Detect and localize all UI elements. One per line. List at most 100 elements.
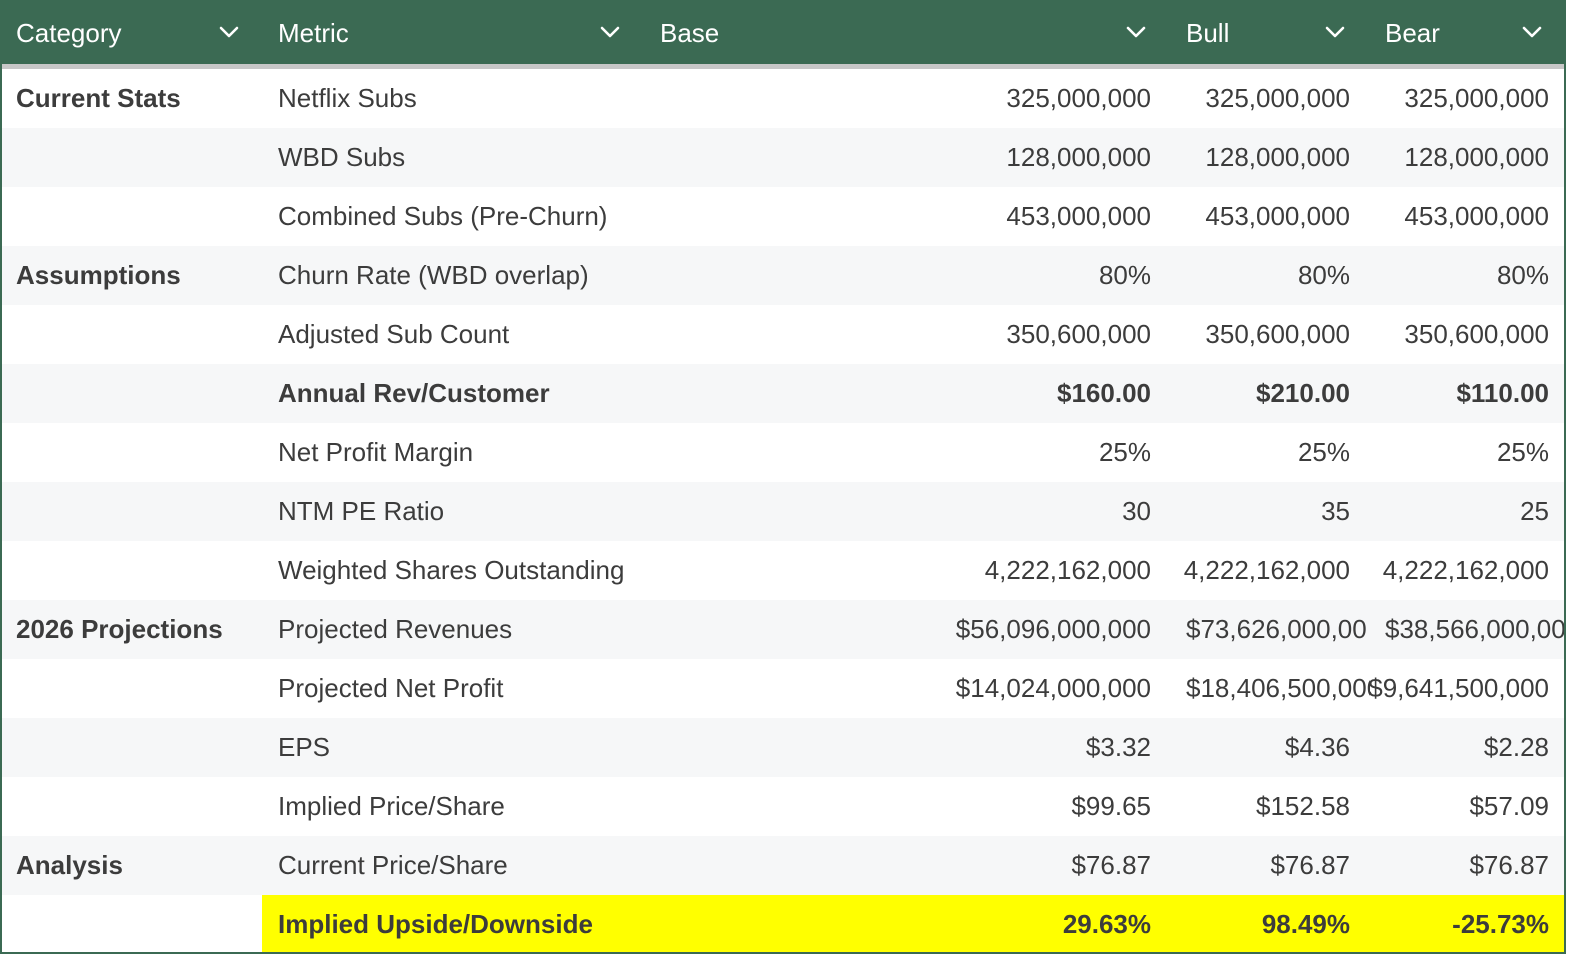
bear-cell: $76.87 — [1469, 850, 1549, 880]
base-cell: 128,000,000 — [1006, 142, 1151, 172]
base-cell: $160.00 — [1057, 378, 1151, 408]
base-cell: $76.87 — [1071, 850, 1151, 880]
metric-cell: Implied Price/Share — [278, 791, 505, 821]
category-cell: 2026 Projections — [16, 614, 223, 644]
bull-cell: 25% — [1297, 437, 1350, 467]
bull-cell: $210.00 — [1256, 378, 1350, 408]
column-header-label: Category — [16, 18, 122, 48]
bear-cell: $9,641,500,000 — [1368, 673, 1549, 703]
bull-cell: $73,626,000,000 — [1186, 614, 1366, 644]
base-cell: 25% — [1098, 437, 1151, 467]
bear-cell: $38,566,000,000 — [1385, 614, 1566, 644]
metric-cell: Adjusted Sub Count — [278, 319, 510, 349]
chevron-down-icon[interactable] — [1520, 20, 1544, 44]
table-body: Current Stats Netflix Subs 325,000,000 3… — [2, 69, 1566, 952]
metric-cell: Current Price/Share — [278, 850, 508, 880]
column-header-label: Bull — [1186, 18, 1230, 48]
table-row[interactable]: Implied Price/Share $99.65 $152.58 $57.0… — [2, 777, 1564, 836]
table-row[interactable]: Current Stats Netflix Subs 325,000,000 3… — [2, 69, 1564, 128]
metric-cell: Netflix Subs — [278, 83, 417, 113]
bull-cell: 4,222,162,000 — [1183, 555, 1350, 585]
column-header-base[interactable]: Base — [646, 2, 1170, 64]
table-row-highlighted[interactable]: Implied Upside/Downside 29.63% 98.49% -2… — [2, 895, 1564, 952]
category-cell: Current Stats — [16, 83, 181, 113]
base-cell: $99.65 — [1071, 791, 1151, 821]
table-row[interactable]: EPS $3.32 $4.36 $2.28 — [2, 718, 1564, 777]
base-cell: $56,096,000,000 — [955, 614, 1151, 644]
metric-cell: Implied Upside/Downside — [278, 909, 593, 939]
metric-cell: Annual Rev/Customer — [278, 378, 550, 408]
category-cell — [16, 305, 256, 364]
chevron-down-icon[interactable] — [217, 20, 241, 44]
metric-cell: EPS — [278, 732, 331, 762]
metric-cell: NTM PE Ratio — [278, 496, 445, 526]
table-row[interactable]: NTM PE Ratio 30 35 25 — [2, 482, 1564, 541]
bull-cell: $152.58 — [1256, 791, 1350, 821]
table-row[interactable]: 2026 Projections Projected Revenues $56,… — [2, 600, 1566, 659]
category-cell — [16, 777, 256, 836]
bear-cell: 25 — [1520, 496, 1549, 526]
metric-cell: Combined Subs (Pre-Churn) — [278, 201, 608, 231]
category-cell — [16, 364, 256, 423]
table-row[interactable]: Adjusted Sub Count 350,600,000 350,600,0… — [2, 305, 1564, 364]
metric-cell: Net Profit Margin — [278, 437, 474, 467]
bull-cell: 128,000,000 — [1205, 142, 1350, 172]
category-cell — [16, 128, 256, 187]
base-cell: 453,000,000 — [1006, 201, 1151, 231]
table-row[interactable]: Net Profit Margin 25% 25% 25% — [2, 423, 1564, 482]
bear-cell: $110.00 — [1456, 378, 1549, 408]
bear-cell: 25% — [1496, 437, 1549, 467]
bear-cell: 350,600,000 — [1404, 319, 1549, 349]
base-cell: 350,600,000 — [1006, 319, 1151, 349]
bear-cell: 128,000,000 — [1404, 142, 1549, 172]
bull-cell: $4.36 — [1284, 732, 1350, 762]
base-cell: 325,000,000 — [1006, 83, 1151, 113]
column-header-label: Base — [660, 18, 720, 48]
metric-cell: WBD Subs — [278, 142, 406, 172]
base-cell: 80% — [1098, 260, 1151, 290]
row-highlight — [262, 895, 1564, 952]
chevron-down-icon[interactable] — [598, 20, 622, 44]
metric-cell: Projected Revenues — [278, 614, 513, 644]
column-header-label: Bear — [1385, 18, 1440, 48]
bear-cell: 453,000,000 — [1404, 201, 1549, 231]
category-cell — [16, 187, 256, 246]
chevron-down-icon[interactable] — [1323, 20, 1347, 44]
bear-cell: 4,222,162,000 — [1382, 555, 1549, 585]
metric-cell: Churn Rate (WBD overlap) — [278, 260, 589, 290]
column-header-category[interactable]: Category — [2, 2, 262, 64]
base-cell: 30 — [1122, 496, 1151, 526]
table-header: Category Metric Base Bull Bear — [2, 2, 1564, 64]
column-header-bull[interactable]: Bull — [1172, 2, 1370, 64]
category-cell — [16, 718, 256, 777]
category-cell: Assumptions — [16, 260, 181, 290]
column-header-metric[interactable]: Metric — [264, 2, 644, 64]
base-cell: 4,222,162,000 — [984, 555, 1151, 585]
table-row[interactable]: Projected Net Profit $14,024,000,000 $18… — [2, 659, 1564, 718]
bull-cell: 325,000,000 — [1205, 83, 1350, 113]
category-cell — [16, 541, 256, 600]
category-cell — [16, 423, 256, 482]
metric-cell: Weighted Shares Outstanding — [278, 555, 625, 585]
base-cell: $14,024,000,000 — [955, 673, 1151, 703]
bull-cell: $76.87 — [1270, 850, 1350, 880]
table-row[interactable]: Analysis Current Price/Share $76.87 $76.… — [2, 836, 1564, 895]
bear-cell: 80% — [1496, 260, 1549, 290]
bear-cell: 325,000,000 — [1404, 83, 1549, 113]
scenario-table: Category Metric Base Bull Bear — [0, 0, 1566, 954]
bull-cell: 350,600,000 — [1205, 319, 1350, 349]
table-row[interactable]: Assumptions Churn Rate (WBD overlap) 80%… — [2, 246, 1564, 305]
table-row[interactable]: Combined Subs (Pre-Churn) 453,000,000 45… — [2, 187, 1564, 246]
bull-cell: $18,406,500,000 — [1186, 673, 1370, 703]
bull-cell: 453,000,000 — [1205, 201, 1350, 231]
table-row[interactable]: Weighted Shares Outstanding 4,222,162,00… — [2, 541, 1564, 600]
column-header-bear[interactable]: Bear — [1371, 2, 1564, 64]
table-row[interactable]: WBD Subs 128,000,000 128,000,000 128,000… — [2, 128, 1564, 187]
bear-cell: -25.73% — [1452, 909, 1549, 939]
table-row[interactable]: Annual Rev/Customer $160.00 $210.00 $110… — [2, 364, 1564, 423]
column-header-label: Metric — [278, 18, 349, 48]
base-cell: 29.63% — [1062, 909, 1151, 939]
category-cell — [16, 895, 256, 952]
chevron-down-icon[interactable] — [1124, 20, 1148, 44]
base-cell: $3.32 — [1085, 732, 1151, 762]
